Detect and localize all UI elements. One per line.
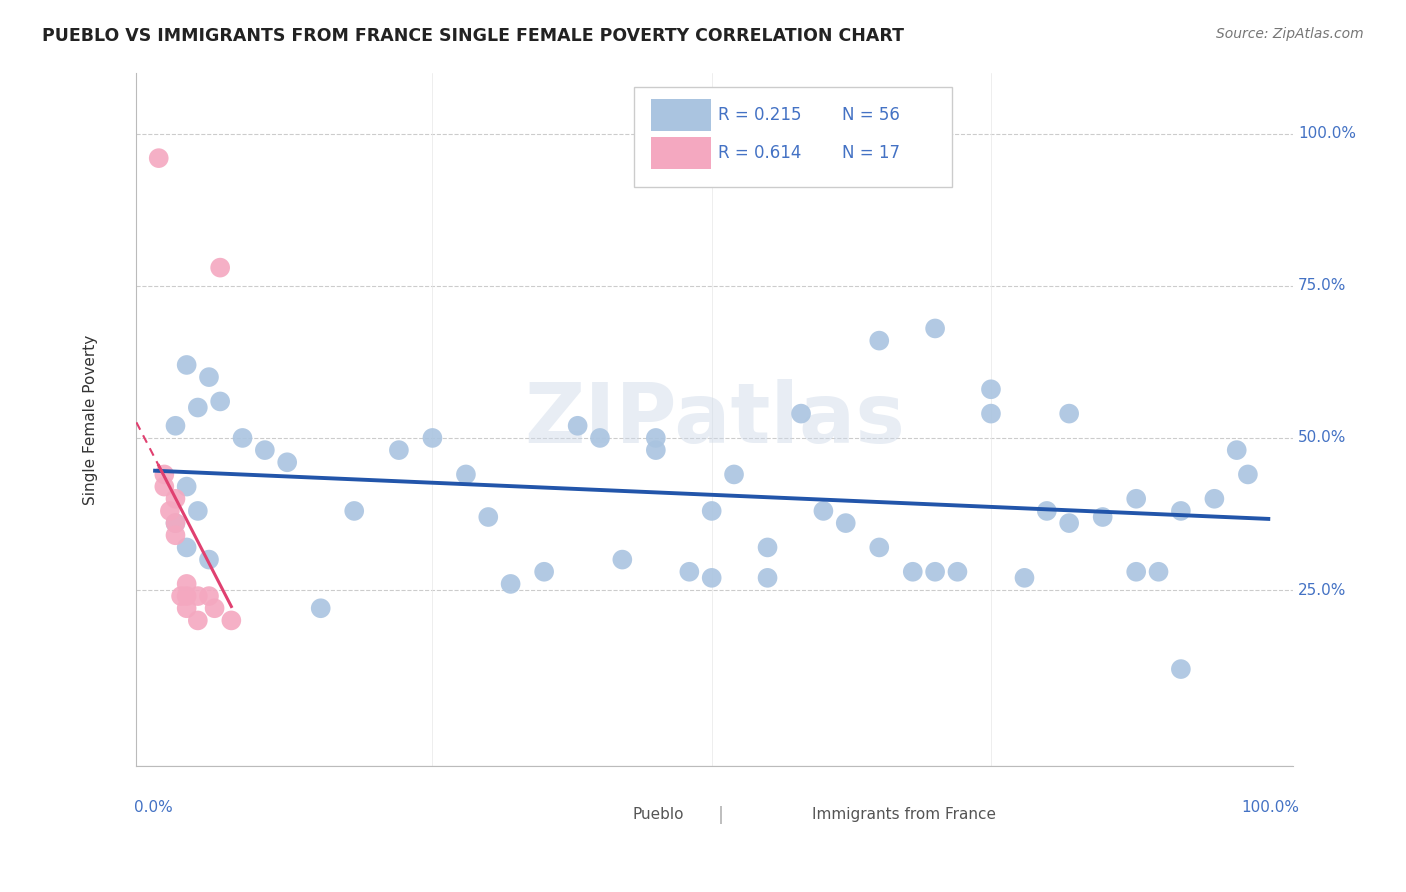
FancyBboxPatch shape <box>759 805 799 824</box>
Point <box>477 510 499 524</box>
Point <box>253 443 276 458</box>
Point <box>980 382 1002 396</box>
Point <box>454 467 477 482</box>
Text: |: | <box>717 806 723 824</box>
Point <box>946 565 969 579</box>
Point <box>209 394 232 409</box>
Point <box>187 401 209 415</box>
Text: Source: ZipAtlas.com: Source: ZipAtlas.com <box>1216 27 1364 41</box>
Point <box>187 589 209 603</box>
Point <box>700 571 723 585</box>
Point <box>1125 565 1147 579</box>
Text: R = 0.614: R = 0.614 <box>718 144 801 161</box>
Text: 75.0%: 75.0% <box>1298 278 1347 293</box>
Point <box>1057 516 1080 530</box>
Point <box>678 565 700 579</box>
Point <box>589 431 612 445</box>
Point <box>835 516 858 530</box>
Point <box>176 358 198 372</box>
Point <box>148 151 170 165</box>
Point <box>165 516 187 530</box>
Point <box>159 504 181 518</box>
Point <box>198 370 221 384</box>
Point <box>644 443 666 458</box>
Text: N = 56: N = 56 <box>842 105 900 124</box>
Text: 100.0%: 100.0% <box>1241 800 1299 815</box>
FancyBboxPatch shape <box>651 136 711 169</box>
Point <box>153 480 176 494</box>
Point <box>756 541 779 555</box>
Point <box>868 334 890 348</box>
Point <box>388 443 411 458</box>
Text: R = 0.215: R = 0.215 <box>718 105 801 124</box>
Point <box>176 601 198 615</box>
Point <box>1147 565 1170 579</box>
Point <box>1036 504 1059 518</box>
Point <box>198 552 221 566</box>
Point <box>924 565 946 579</box>
Point <box>533 565 555 579</box>
Point <box>165 418 187 433</box>
Point <box>309 601 332 615</box>
Point <box>187 614 209 628</box>
Point <box>1170 504 1192 518</box>
Text: N = 17: N = 17 <box>842 144 900 161</box>
Point <box>209 260 232 275</box>
FancyBboxPatch shape <box>651 99 711 130</box>
Point <box>170 589 193 603</box>
FancyBboxPatch shape <box>581 805 620 824</box>
Point <box>176 480 198 494</box>
Point <box>231 431 253 445</box>
Point <box>1170 662 1192 676</box>
Text: Single Female Poverty: Single Female Poverty <box>83 334 97 505</box>
Point <box>176 541 198 555</box>
Point <box>567 418 589 433</box>
Point <box>198 589 221 603</box>
Text: Immigrants from France: Immigrants from France <box>811 807 995 822</box>
Point <box>499 577 522 591</box>
Point <box>165 491 187 506</box>
Point <box>1057 407 1080 421</box>
Point <box>612 552 634 566</box>
Point <box>756 571 779 585</box>
Text: 50.0%: 50.0% <box>1298 431 1347 445</box>
Point <box>343 504 366 518</box>
Text: ZIPatlas: ZIPatlas <box>524 379 905 460</box>
Point <box>187 504 209 518</box>
Point <box>901 565 924 579</box>
Point <box>176 589 198 603</box>
Text: 25.0%: 25.0% <box>1298 582 1347 598</box>
Point <box>790 407 813 421</box>
Point <box>221 614 243 628</box>
Text: Pueblo: Pueblo <box>633 807 683 822</box>
Point <box>1226 443 1249 458</box>
Point <box>165 516 187 530</box>
Point <box>204 601 226 615</box>
Point <box>165 528 187 542</box>
Point <box>1237 467 1260 482</box>
Point <box>980 407 1002 421</box>
Text: 0.0%: 0.0% <box>134 800 173 815</box>
Point <box>1204 491 1226 506</box>
Point <box>868 541 890 555</box>
Point <box>153 467 176 482</box>
Point <box>276 455 298 469</box>
Text: PUEBLO VS IMMIGRANTS FROM FRANCE SINGLE FEMALE POVERTY CORRELATION CHART: PUEBLO VS IMMIGRANTS FROM FRANCE SINGLE … <box>42 27 904 45</box>
FancyBboxPatch shape <box>634 87 952 187</box>
Point <box>1091 510 1114 524</box>
Point <box>723 467 745 482</box>
Point <box>924 321 946 335</box>
Point <box>176 577 198 591</box>
Point <box>1014 571 1036 585</box>
Point <box>813 504 835 518</box>
Point <box>644 431 666 445</box>
Text: 100.0%: 100.0% <box>1298 127 1357 141</box>
Point <box>700 504 723 518</box>
Point <box>422 431 444 445</box>
Point <box>1125 491 1147 506</box>
